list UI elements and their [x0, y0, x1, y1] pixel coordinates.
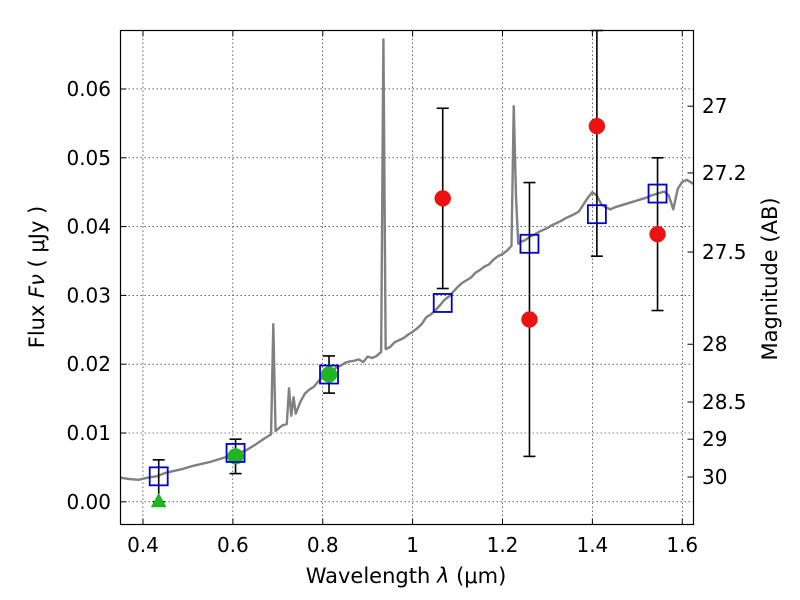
- y2-axis-label: Magnitude (AB): [758, 197, 782, 360]
- data-point: [649, 225, 666, 243]
- x-tick-label: 0.8: [307, 533, 339, 557]
- data-point: [588, 117, 606, 135]
- y-tick-label: 0.01: [66, 421, 111, 445]
- x-tick-label: 0.6: [217, 533, 249, 557]
- model-photometry-marker: [225, 443, 246, 463]
- spectrum-line: [120, 38, 695, 481]
- x-axis-label: Wavelength λ (μm): [306, 564, 507, 588]
- y-tick-label: 0.04: [66, 215, 111, 239]
- y-axis-label-unit: ( μJy ): [25, 206, 49, 274]
- data-markers: [148, 117, 668, 508]
- y-tick-label: 0.00: [66, 490, 111, 514]
- model-photometry-marker: [647, 183, 668, 204]
- grid: [120, 30, 694, 525]
- y-tick-label: 0.06: [66, 77, 111, 101]
- y2-tick-label: 28: [702, 332, 727, 356]
- y2-tick-label: 28.5: [702, 390, 747, 414]
- y-tick-label: 0.02: [66, 352, 111, 376]
- x-tick-label: 0.4: [127, 533, 159, 557]
- model-photometry-marker: [148, 466, 169, 487]
- x-tick-label: 1.2: [487, 533, 519, 557]
- data-point: [227, 448, 244, 465]
- y-tick-label: 0.03: [66, 283, 111, 307]
- x-tick-label: 1.6: [666, 533, 698, 557]
- data-point: [320, 366, 338, 383]
- upper-limit-marker: [150, 492, 167, 508]
- y-tick-label: 0.05: [66, 146, 111, 170]
- y2-tick-label: 30: [702, 465, 727, 489]
- data-point: [521, 311, 538, 328]
- model-spectrum: [120, 38, 695, 481]
- y2-tick-label: 27.5: [702, 240, 747, 264]
- axis-ticks: 0.4 0.6 0.8 1 1.2 1.4 1.6 0.00 0.01 0.02 0.03 0.04 0…: [66, 30, 747, 557]
- y2-tick-label: 27.2: [702, 161, 747, 185]
- x-axis-label-prefix: Wavelength: [306, 564, 437, 588]
- y-axis-label-prefix: Flux: [25, 298, 49, 348]
- model-photometry-marker: [432, 293, 453, 313]
- model-photometry-marker: [319, 364, 339, 385]
- plot-frame: [119, 29, 695, 526]
- data-point: [434, 190, 451, 207]
- model-photometry-marker: [586, 204, 607, 225]
- y2-tick-label: 29: [702, 427, 727, 451]
- model-photometry-marker: [519, 233, 540, 254]
- y-axis-label-symbol: Fν: [25, 274, 49, 298]
- x-axis-label-unit: (μm): [449, 564, 506, 588]
- y2-tick-label: 27: [702, 94, 727, 118]
- y-axis-label: Flux Fν ( μJy ): [25, 206, 49, 349]
- x-axis-label-lambda: λ: [436, 564, 449, 588]
- x-tick-label: 1: [406, 533, 419, 557]
- x-tick-label: 1.4: [576, 533, 608, 557]
